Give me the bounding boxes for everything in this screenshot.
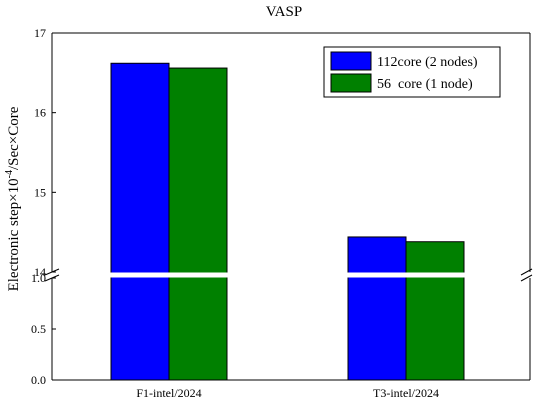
- legend-label-56core: 56 core (1 node): [377, 77, 473, 92]
- y-tick-low-0-5-label: 0.5: [31, 322, 46, 336]
- y-axis-label-tail: /Sec×Core: [6, 106, 22, 170]
- x-tick-label-0: F1-intel/2024: [136, 386, 201, 400]
- x-tick-label-1: T3-intel/2024: [373, 386, 439, 400]
- y-tick-low-0-0-label: 0.0: [31, 373, 46, 387]
- y-tick-high-14-label: 14: [34, 265, 46, 279]
- y-axis-label-main: Electronic step×10: [6, 178, 22, 291]
- axis-break-gap: [48, 272, 533, 278]
- break-mark-right-upper: [520, 268, 533, 276]
- y-axis-label: Electronic step×10-4/Sec×Core: [4, 106, 22, 291]
- plot-area: 0.0 0.5 1.014 15 16 17 F1-intel/2024 T3-intel/2…: [31, 26, 533, 400]
- y-tick-high-16-label: 16: [34, 106, 46, 120]
- bar-112core-t3: [347, 236, 407, 381]
- y-tick-high-15-label: 15: [34, 185, 46, 199]
- legend-swatch-56core: [330, 73, 372, 93]
- legend-swatch-112core: [330, 51, 372, 71]
- y-axis-label-exponent: -4: [4, 170, 15, 178]
- break-mark-right-lower: [520, 274, 533, 282]
- bar-56core-t3: [405, 241, 465, 381]
- y-tick-low-1-0-label: 1.0: [31, 271, 46, 285]
- legend: 112core (2 nodes) 56 core (1 node): [323, 46, 501, 98]
- chart-title: VASP: [266, 4, 302, 20]
- y-tick-high-17-label: 17: [34, 26, 46, 40]
- legend-label-112core: 112core (2 nodes): [377, 55, 478, 70]
- bar-112core-f1: [110, 62, 170, 381]
- bar-56core-f1: [168, 67, 228, 381]
